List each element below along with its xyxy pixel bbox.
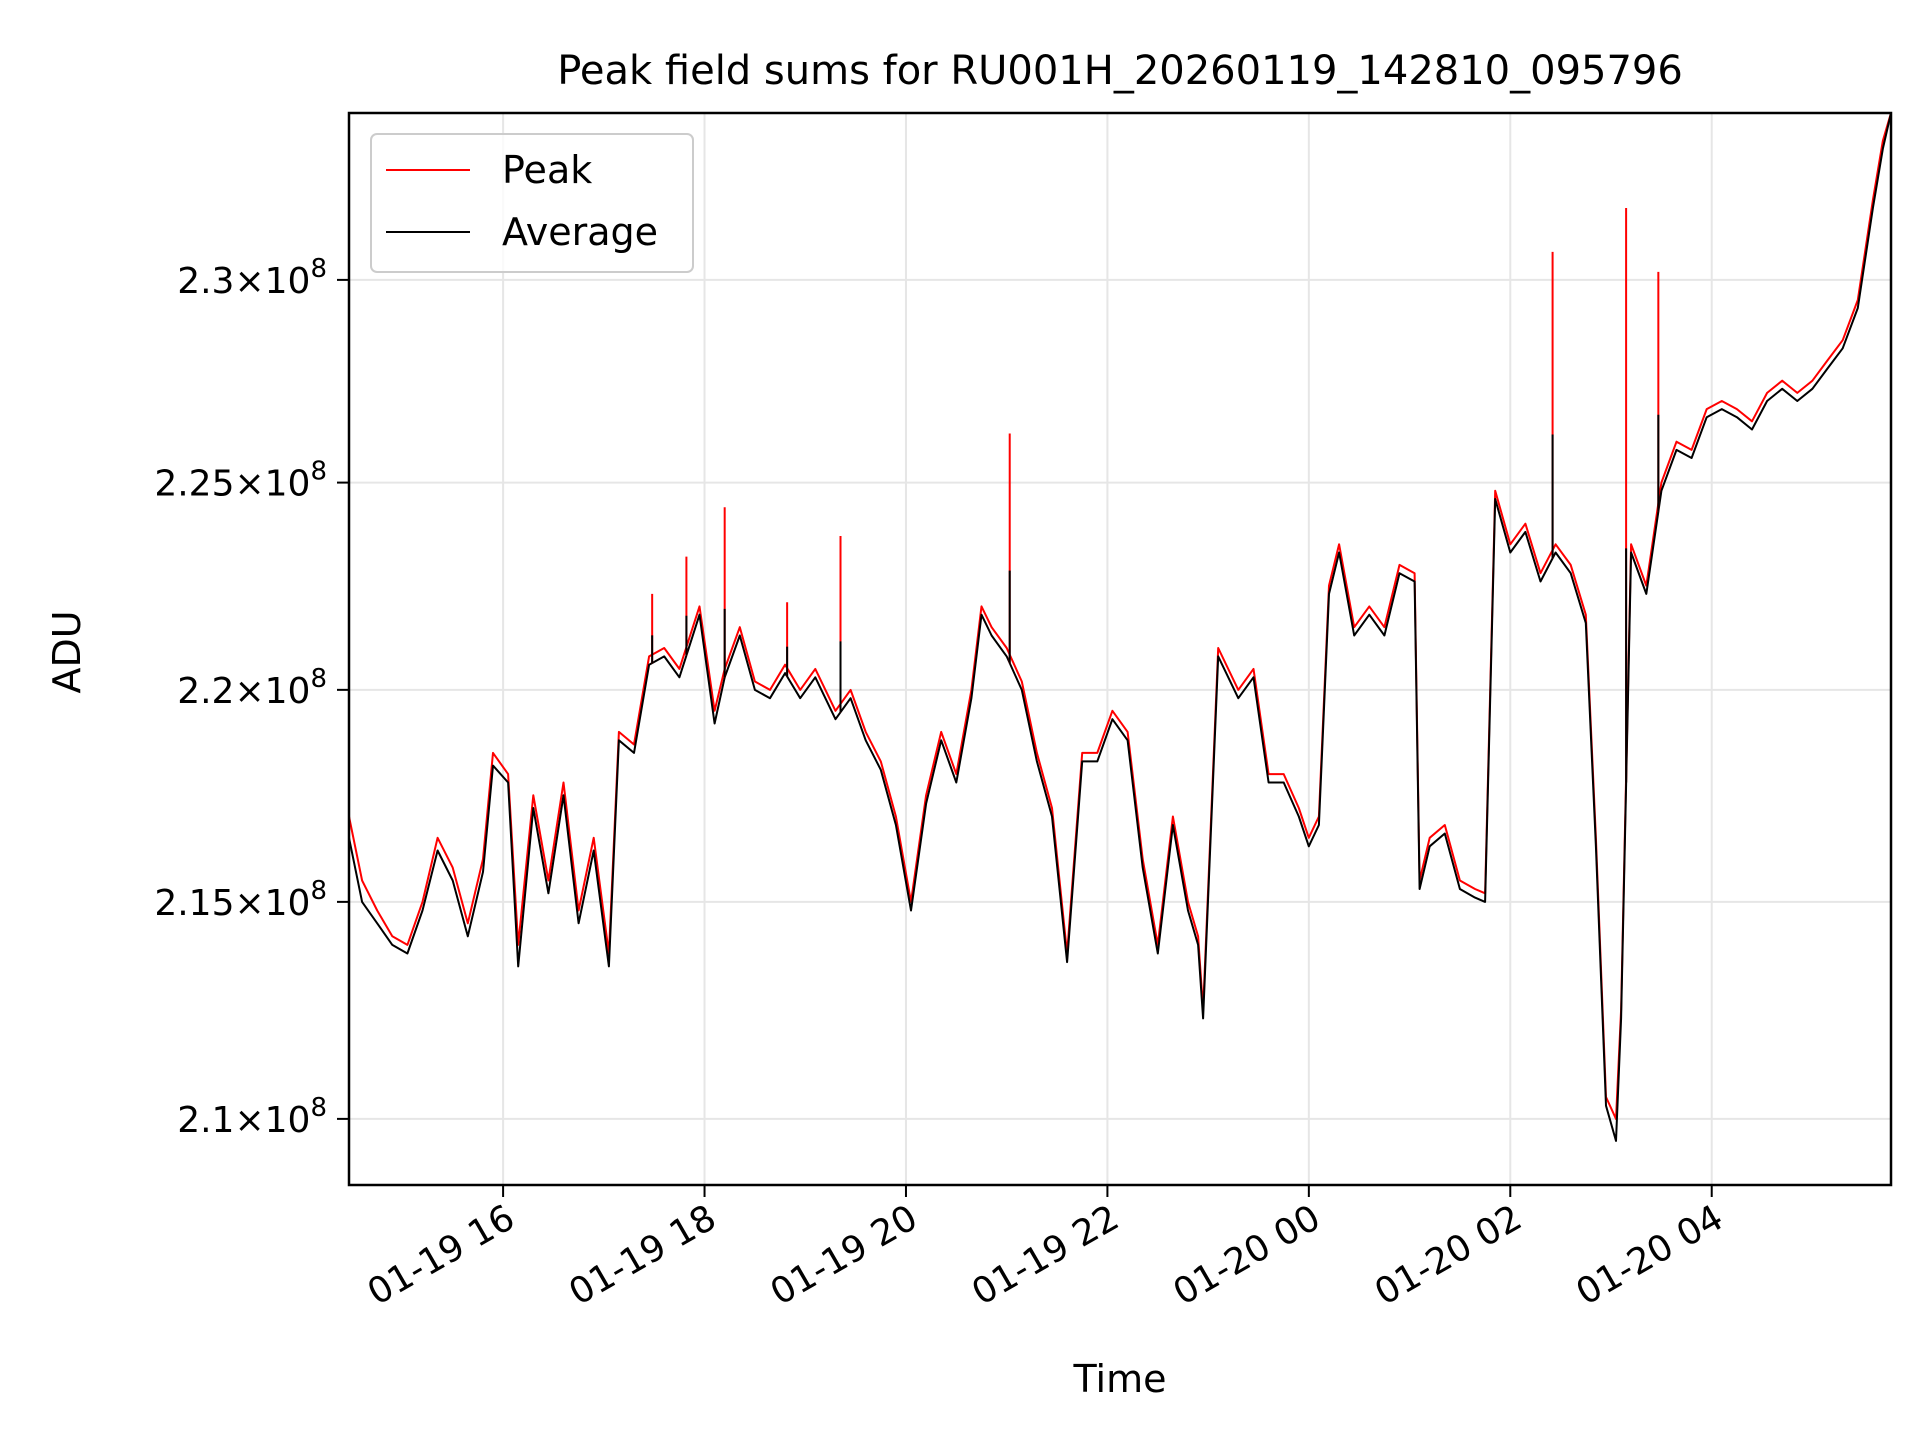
legend-average-label: Average [502, 210, 658, 254]
x-axis-label: Time [1073, 1357, 1167, 1401]
legend: Peak Average [370, 133, 694, 273]
y-tick-label: 2.25×108 [154, 457, 327, 505]
legend-peak-label: Peak [502, 148, 592, 192]
y-tick-label: 2.15×108 [154, 876, 327, 924]
series-layer [349, 113, 1891, 1142]
y-axis: 2.1×108 2.15×108 2.2×108 2.25×108 2.3×108 [154, 254, 349, 1141]
grid [349, 113, 1891, 1185]
y-tick-label: 2.2×108 [177, 664, 327, 712]
series-line-average [349, 113, 1891, 1142]
y-axis-label: ADU [45, 610, 89, 693]
legend-box [370, 133, 694, 273]
y-tick-label: 2.3×108 [177, 254, 327, 302]
chart-title: Peak field sums for RU001H_20260119_1428… [557, 48, 1683, 94]
plot-frame [347, 111, 1893, 1187]
y-tick-label: 2.1×108 [177, 1093, 327, 1141]
